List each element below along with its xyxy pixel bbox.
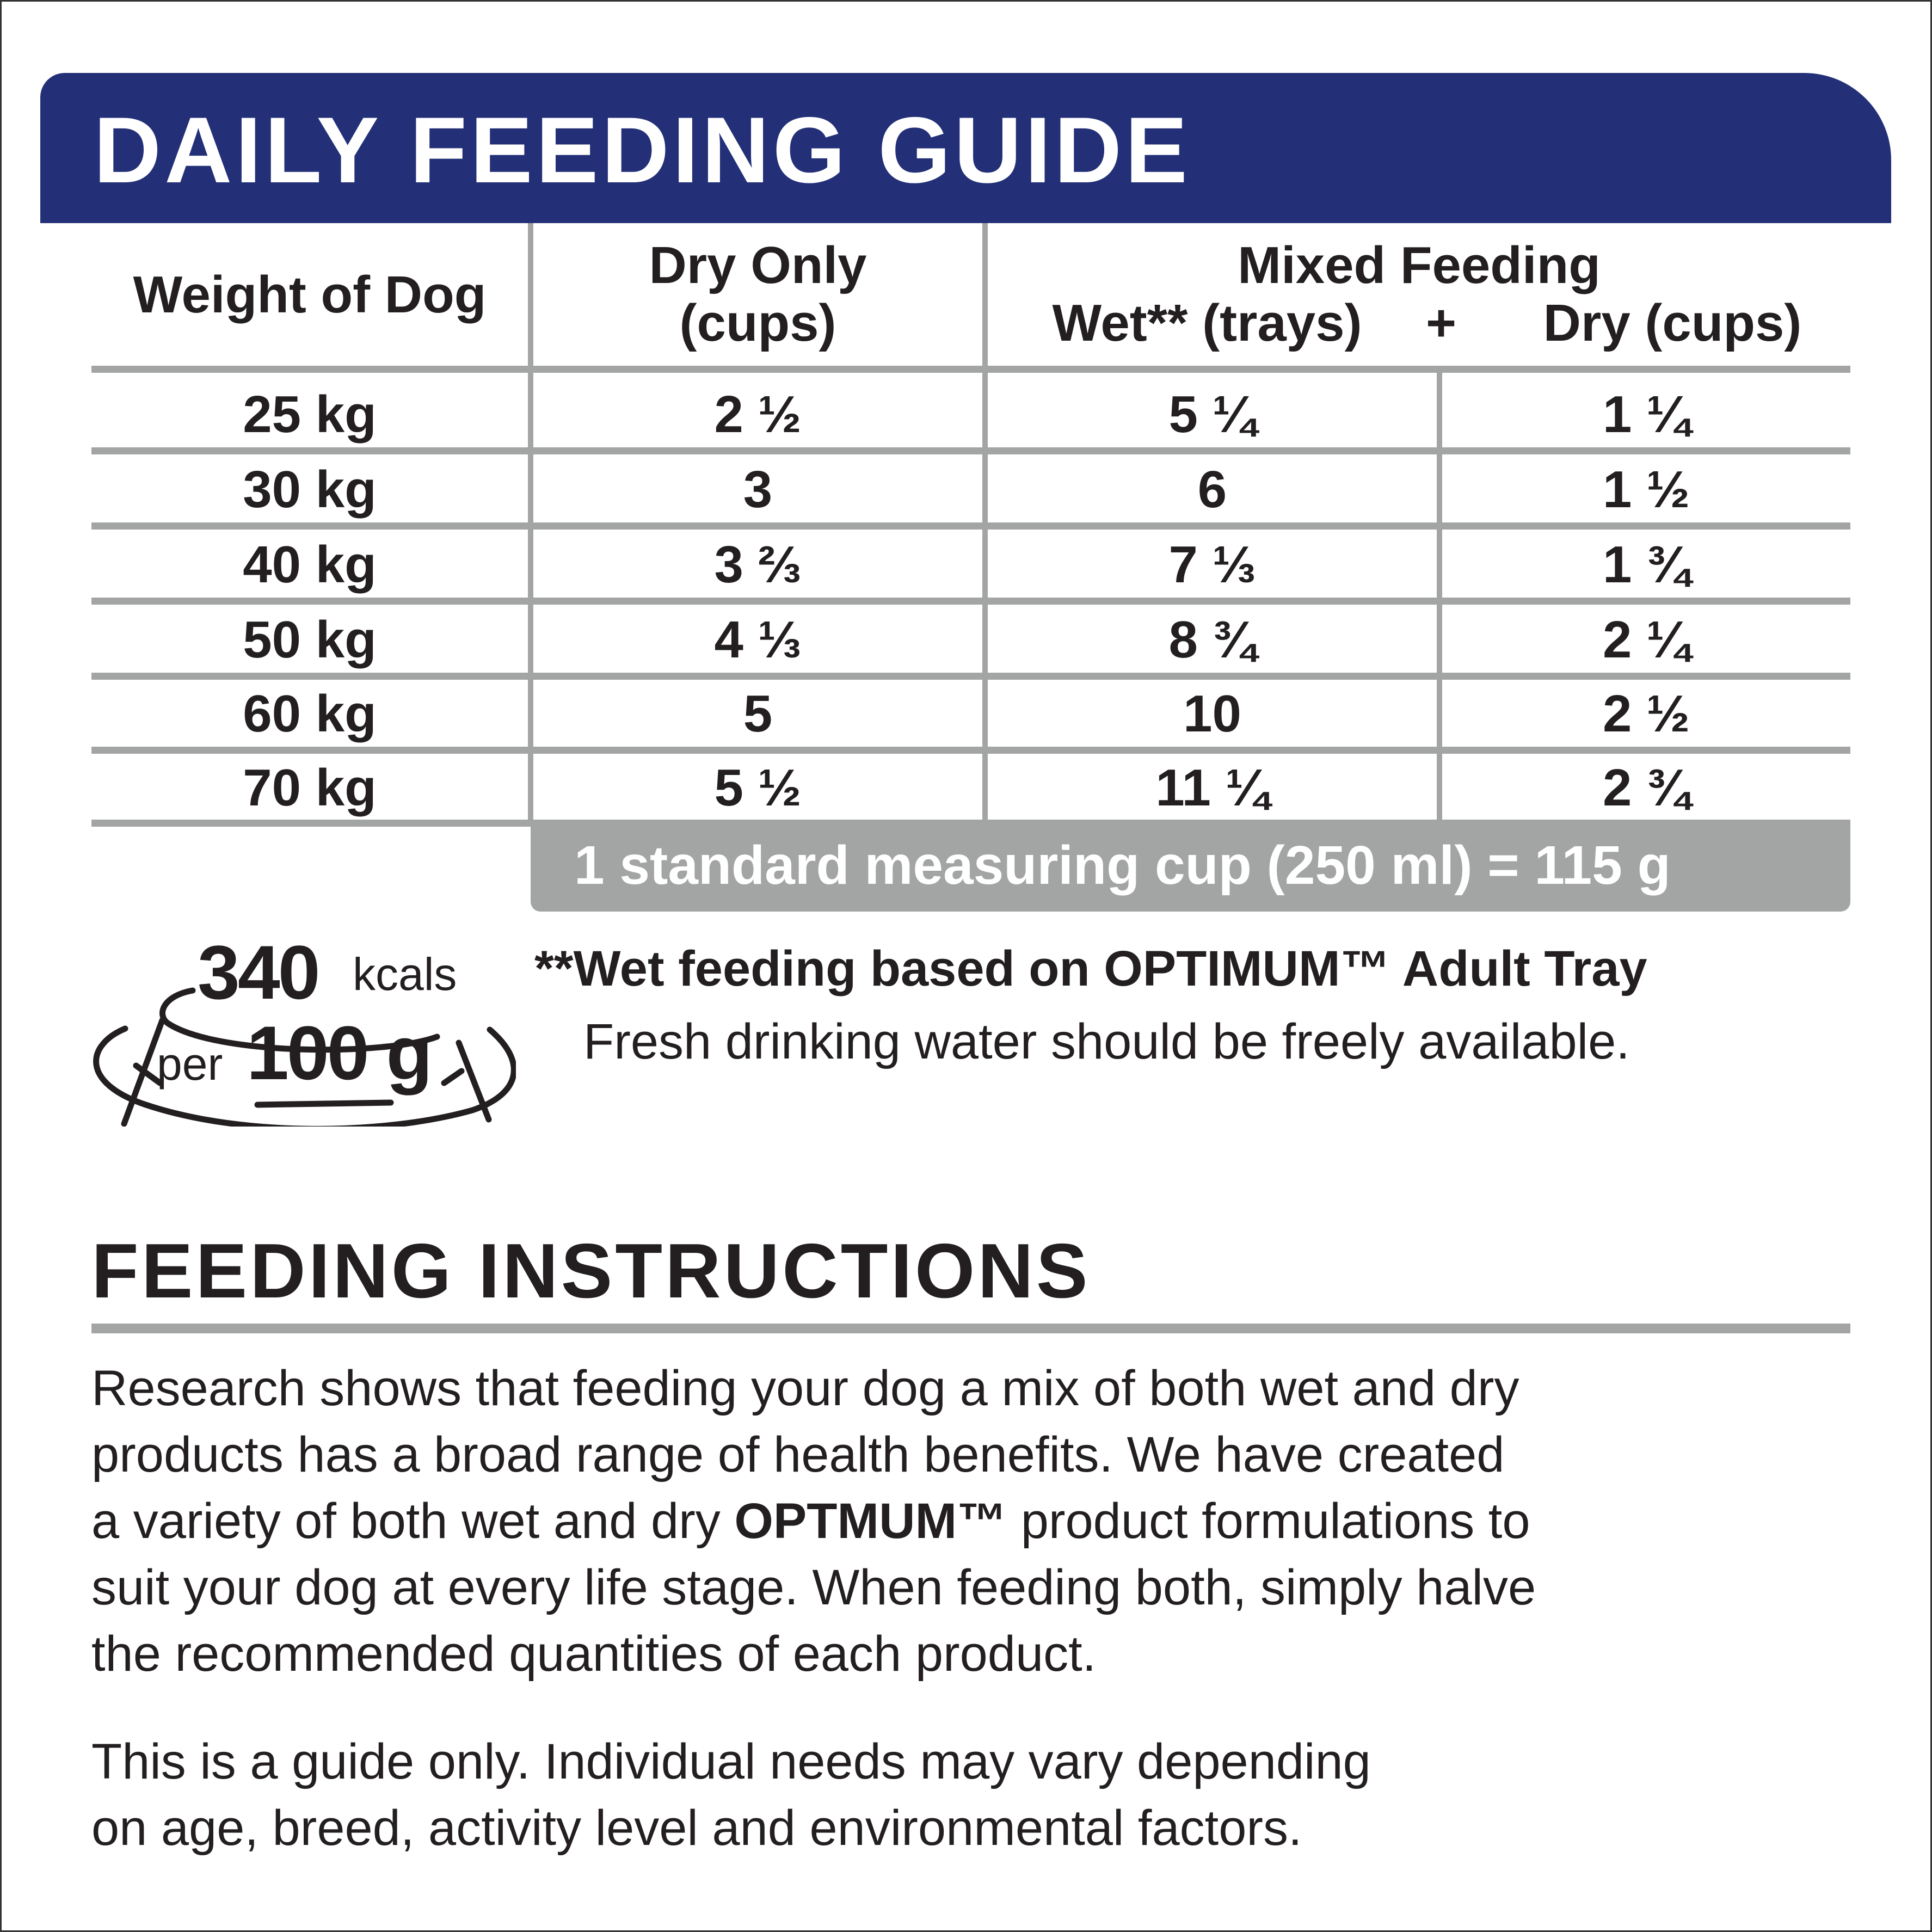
header-mixed-wet: Wet** (trays) (1052, 294, 1362, 352)
cell-weight: 60 kg (243, 685, 377, 743)
energy-badge: 340 kcals per 100 g (81, 920, 516, 1127)
cup-conversion-bar: 1 standard measuring cup (250 ml) = 115 … (531, 820, 1850, 912)
cell-weight: 30 kg (243, 460, 377, 519)
cell-dry-only: 5 ½ (714, 759, 802, 817)
cell-mixed-dry: 1 ½ (1602, 460, 1690, 519)
header-mixed-feeding: Mixed Feeding (1238, 236, 1601, 294)
cell-mixed-dry: 2 ½ (1602, 685, 1690, 743)
paragraph-line: This is a guide only. Individual needs m… (91, 1734, 1371, 1789)
per-quantity: 100 g (247, 1010, 433, 1096)
feeding-guide-header: DAILY FEEDING GUIDE (40, 73, 1891, 223)
divider-dry-mixed (982, 223, 988, 820)
row-rule (91, 522, 1850, 530)
cell-mixed-dry: 1 ¼ (1602, 385, 1690, 444)
paragraph-line: Research shows that feeding your dog a m… (91, 1361, 1519, 1416)
water-note: Fresh drinking water should be freely av… (583, 1014, 1630, 1069)
cell-dry-only: 4 ⅓ (714, 611, 802, 669)
wet-feeding-footnote: **Wet feeding based on OPTIMUM™ Adult Tr… (534, 941, 1647, 996)
row-rule (91, 673, 1850, 680)
cell-weight: 50 kg (243, 611, 377, 669)
paragraph-line: on age, breed, activity level and enviro… (91, 1800, 1302, 1856)
kcal-value: 340 (198, 930, 321, 1015)
cup-conversion-text: 1 standard measuring cup (250 ml) = 115 … (574, 835, 1671, 896)
cell-weight: 70 kg (243, 759, 377, 817)
paragraph-line: the recommended quantities of each produ… (91, 1626, 1097, 1682)
cell-mixed-wet: 6 (1197, 460, 1227, 519)
cell-mixed-dry: 1 ¾ (1602, 536, 1690, 594)
cell-mixed-wet: 11 ¼ (1155, 759, 1269, 817)
paragraph-text: a variety of both wet and dry (91, 1493, 735, 1549)
row-rule (91, 447, 1850, 454)
cell-dry-only: 5 (743, 685, 773, 743)
section-divider (91, 1324, 1850, 1333)
header-dry-only-line2: (cups) (679, 294, 836, 352)
header-rule (91, 366, 1850, 373)
paragraph-line: suit your dog at every life stage. When … (91, 1560, 1536, 1615)
divider-weight-dry (528, 223, 533, 820)
row-rule (91, 598, 1850, 605)
cell-mixed-wet: 8 ¾ (1168, 611, 1256, 669)
header-mixed-plus: + (1425, 294, 1457, 352)
brand-name: OPTMUM™ (734, 1493, 1007, 1549)
cell-dry-only: 3 (743, 460, 773, 519)
paragraph-text: product formulations to (1007, 1493, 1530, 1549)
cell-dry-only: 2 ½ (714, 385, 802, 444)
per-label: per (157, 1038, 223, 1090)
divider-wet-dry (1437, 372, 1442, 820)
cell-mixed-wet: 10 (1183, 685, 1241, 743)
cell-weight: 25 kg (243, 385, 377, 444)
dog-bowl-icon (93, 987, 516, 1127)
page-title: DAILY FEEDING GUIDE (94, 98, 1191, 202)
instructions-paragraph-2: This is a guide only. Individual needs m… (91, 1728, 1371, 1861)
row-rule (91, 820, 531, 827)
header-weight: Weight of Dog (133, 266, 487, 324)
section-title-feeding-instructions: FEEDING INSTRUCTIONS (91, 1228, 1091, 1314)
cell-mixed-dry: 2 ¾ (1602, 759, 1690, 817)
header-mixed-dry: Dry (cups) (1543, 294, 1802, 352)
kcal-unit: kcals (353, 949, 457, 1000)
cell-mixed-dry: 2 ¼ (1602, 611, 1690, 669)
cell-mixed-wet: 5 ¼ (1168, 385, 1256, 444)
instructions-paragraph-1: Research shows that feeding your dog a m… (91, 1355, 1536, 1687)
cell-dry-only: 3 ⅔ (714, 536, 802, 594)
header-dry-only-line1: Dry Only (649, 236, 867, 294)
paragraph-line: products has a broad range of health ben… (91, 1427, 1505, 1482)
paragraph-line: a variety of both wet and dry OPTMUM™ pr… (91, 1488, 1536, 1554)
cell-mixed-wet: 7 ⅓ (1168, 536, 1256, 594)
cell-weight: 40 kg (243, 536, 377, 594)
row-rule (91, 747, 1850, 754)
